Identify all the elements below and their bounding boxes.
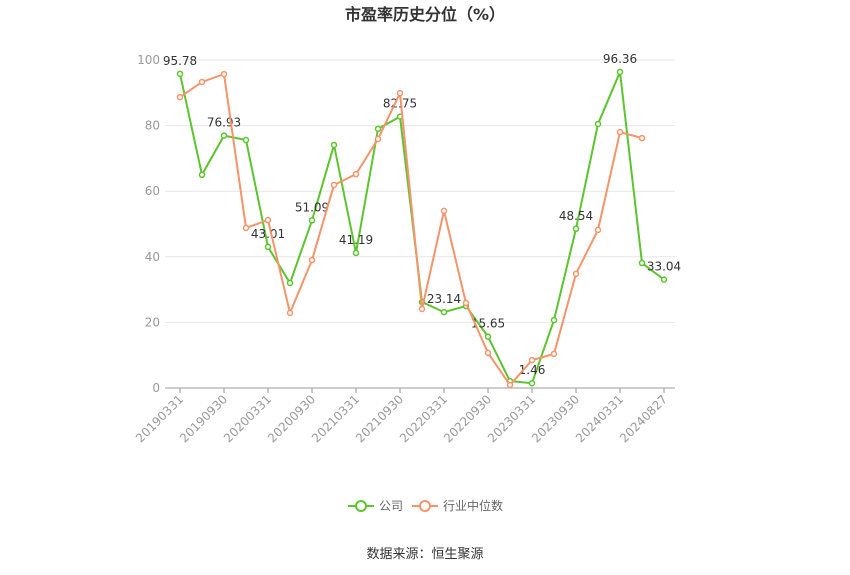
point (198, 78, 206, 86)
point (616, 68, 624, 76)
point (198, 171, 206, 179)
y-tick-label: 20 (145, 315, 160, 329)
point (242, 224, 250, 232)
point (418, 305, 426, 313)
point (616, 128, 624, 136)
y-tick-label: 60 (145, 184, 160, 198)
y-tick-label: 40 (145, 250, 160, 264)
point (550, 316, 558, 324)
point (308, 256, 316, 264)
point (374, 125, 382, 133)
source: 数据来源：恒生聚源 (366, 547, 483, 562)
data-label: 41.19 (339, 233, 373, 247)
point (594, 120, 602, 128)
legend-label: 公司 (379, 499, 403, 513)
point (286, 309, 294, 317)
point (308, 217, 316, 224)
data-label: 51.09 (295, 200, 329, 214)
point (638, 259, 646, 267)
y-tick-label: 100 (137, 53, 160, 67)
legend-label: 行业中位数 (443, 498, 503, 513)
series-line (179, 72, 643, 387)
point (396, 89, 404, 97)
point (550, 350, 558, 358)
legend-marker (419, 500, 431, 512)
data-label: 33.04 (647, 260, 681, 274)
point (594, 226, 602, 234)
data-label: 43.01 (251, 227, 285, 241)
point (484, 349, 492, 357)
y-tick-label: 80 (145, 119, 160, 133)
point (220, 70, 228, 78)
legend-marker (355, 500, 367, 512)
point (286, 279, 294, 287)
point (176, 70, 184, 78)
point (528, 379, 536, 387)
point (330, 181, 338, 189)
data-label: 23.14 (427, 292, 461, 306)
x-tick-label: 20240827 (617, 392, 670, 445)
point (660, 276, 668, 283)
point (242, 136, 250, 144)
point (330, 141, 338, 149)
point (528, 356, 536, 364)
data-label: 48.54 (559, 209, 593, 223)
data-label: 76.93 (207, 116, 241, 130)
point (572, 270, 580, 278)
point (462, 299, 470, 307)
point (638, 134, 646, 142)
data-label: 95.78 (163, 54, 197, 68)
data-label: 15.65 (471, 317, 505, 331)
data-label: 82.75 (383, 97, 417, 111)
point (220, 132, 228, 139)
point (264, 243, 272, 251)
point (352, 249, 360, 257)
point (374, 135, 382, 143)
point (440, 207, 448, 215)
point (572, 225, 580, 233)
point (506, 381, 514, 389)
point (176, 93, 184, 101)
point (440, 308, 448, 316)
point (264, 216, 272, 224)
data-label: 96.36 (603, 52, 637, 66)
point (484, 333, 492, 340)
y-tick-label: 0 (152, 381, 160, 395)
chart-title: 市盈率历史分位（%） (345, 5, 505, 24)
point (352, 170, 360, 178)
